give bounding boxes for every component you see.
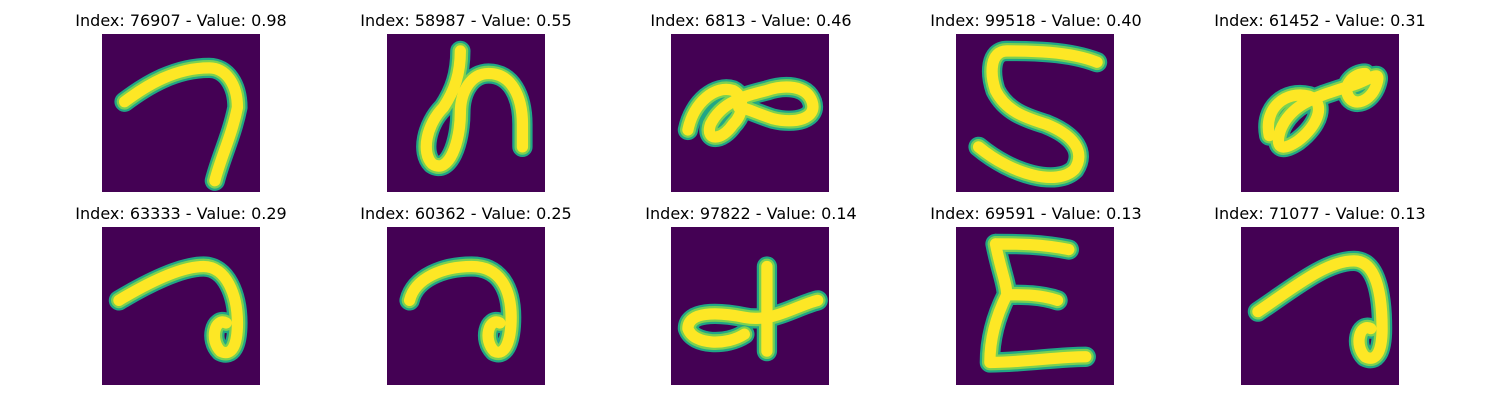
digit-image bbox=[102, 227, 260, 385]
plus-loop-glyph-image bbox=[671, 227, 829, 385]
panel-title: Index: 61452 - Value: 0.31 bbox=[1214, 11, 1426, 30]
loop-glyph-image bbox=[1241, 34, 1399, 192]
panel-title: Index: 76907 - Value: 0.98 bbox=[75, 11, 287, 30]
panel-title: Index: 58987 - Value: 0.55 bbox=[360, 11, 572, 30]
digit-image bbox=[956, 227, 1114, 385]
infinity-image bbox=[671, 34, 829, 192]
panel-title: Index: 71077 - Value: 0.13 bbox=[1214, 204, 1426, 223]
panel-title: Index: 60362 - Value: 0.25 bbox=[360, 204, 572, 223]
digit-image bbox=[671, 227, 829, 385]
hook-glyph-image bbox=[102, 227, 260, 385]
letter-e-image bbox=[956, 227, 1114, 385]
panel-title: Index: 99518 - Value: 0.40 bbox=[930, 11, 1142, 30]
digit-image bbox=[387, 227, 545, 385]
digit-image bbox=[102, 34, 260, 192]
hook-glyph-image bbox=[387, 227, 545, 385]
panel-title: Index: 69591 - Value: 0.13 bbox=[930, 204, 1142, 223]
panel-title: Index: 97822 - Value: 0.14 bbox=[645, 204, 857, 223]
digit-image bbox=[387, 34, 545, 192]
panel-title: Index: 63333 - Value: 0.29 bbox=[75, 204, 287, 223]
digit-image bbox=[671, 34, 829, 192]
panel-title: Index: 6813 - Value: 0.46 bbox=[650, 11, 852, 30]
digit-image bbox=[956, 34, 1114, 192]
hook-glyph-image bbox=[1241, 227, 1399, 385]
digit-7-image bbox=[102, 34, 260, 192]
letter-n-image bbox=[387, 34, 545, 192]
digit-image bbox=[1241, 34, 1399, 192]
digit-5-image bbox=[956, 34, 1114, 192]
digit-image bbox=[1241, 227, 1399, 385]
